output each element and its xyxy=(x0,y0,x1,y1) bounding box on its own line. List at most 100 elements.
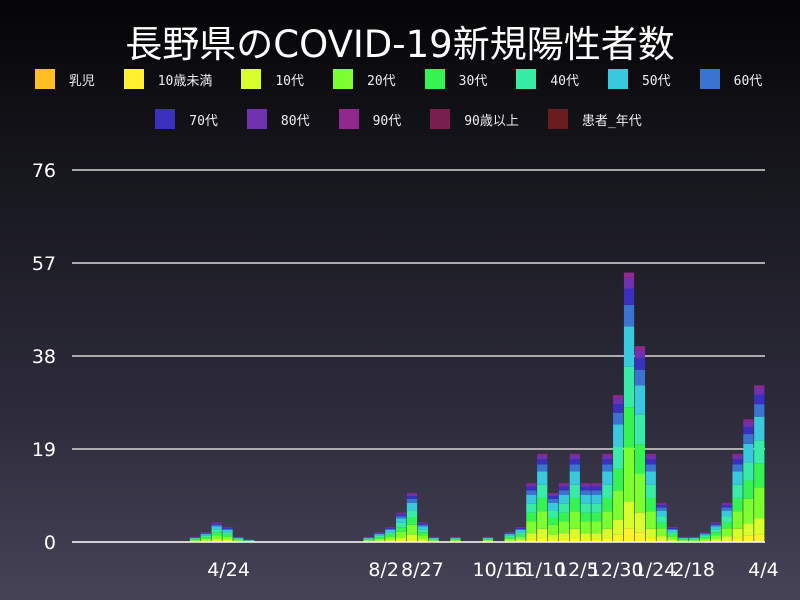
bar-segment xyxy=(558,490,570,496)
bar-segment xyxy=(732,497,743,512)
bar-segment xyxy=(580,521,591,534)
bar-segment xyxy=(678,536,689,538)
bar-segment xyxy=(482,537,494,538)
bar-segment xyxy=(699,538,711,541)
bar-segment xyxy=(547,524,559,535)
bar-segment xyxy=(406,539,418,542)
bar-segment xyxy=(537,484,548,498)
bar-segment xyxy=(396,537,407,541)
bar-segment xyxy=(515,527,526,529)
bar-segment xyxy=(374,537,385,539)
bar-segment xyxy=(623,447,635,502)
bar-segment xyxy=(613,519,624,535)
bar-segment xyxy=(537,453,548,456)
bar-segment xyxy=(591,539,602,542)
legend-item: 80代 xyxy=(246,109,310,129)
bar-segment xyxy=(558,503,570,513)
bar-segment xyxy=(754,440,765,464)
bar-segment xyxy=(699,535,711,538)
bar-segment xyxy=(515,527,526,528)
bar-segment xyxy=(406,534,418,540)
legend-item: 70代 xyxy=(155,109,218,129)
bar-segment xyxy=(656,540,667,542)
bar-segment xyxy=(569,464,580,472)
bar-segment xyxy=(374,538,385,541)
bar-segment xyxy=(406,510,418,518)
bar-segment xyxy=(482,539,494,541)
bar-segment xyxy=(547,517,559,525)
bar-segment xyxy=(678,538,689,540)
legend-label: 乳児 xyxy=(68,73,95,89)
bar-segment xyxy=(699,533,711,535)
bar-segment xyxy=(602,537,613,542)
bar-segment xyxy=(504,538,515,541)
bar-segment xyxy=(710,522,721,524)
bar-segment xyxy=(233,537,244,539)
bar-segment xyxy=(732,537,743,542)
legend-swatch xyxy=(516,69,537,89)
bar-segment xyxy=(732,484,743,498)
bar-segment xyxy=(743,480,754,499)
bar-segment xyxy=(558,521,570,534)
bar-segment xyxy=(211,522,222,523)
legend-row-1: 乳児 10歳未満 10代 20代 30代 40代 50代 60代 xyxy=(0,69,800,89)
bar-segment xyxy=(689,540,700,542)
bar-segment xyxy=(602,455,613,460)
legend-swatch xyxy=(547,109,568,129)
bar-segment xyxy=(743,419,754,422)
bar-segment xyxy=(678,537,689,539)
bar-segment xyxy=(634,385,646,415)
bar-segment xyxy=(602,471,613,485)
bar-segment xyxy=(634,350,646,358)
bar-segment xyxy=(406,494,418,496)
bar-segment xyxy=(743,421,754,427)
bar-segment xyxy=(754,416,765,441)
bar-segment xyxy=(602,453,613,456)
chart-title: 長野県のCOVID-19新規陽性者数 xyxy=(125,23,675,66)
x-tick-label: 8/27 xyxy=(401,559,444,581)
legend-swatch xyxy=(607,69,628,89)
bar-segment xyxy=(189,539,201,541)
bar-segment xyxy=(363,536,374,538)
legend-label: 10歳未満 xyxy=(157,73,213,89)
bar-segment xyxy=(515,534,526,537)
bar-segment xyxy=(656,507,667,511)
bar-segment xyxy=(211,524,222,527)
legend-swatch xyxy=(123,69,144,89)
bar-segment xyxy=(645,459,656,465)
bar-segment xyxy=(504,533,515,535)
bar-segment xyxy=(222,539,233,542)
bar-segment xyxy=(580,486,591,491)
x-tick-label: 12/30 xyxy=(589,559,644,581)
bar-segment xyxy=(537,455,548,460)
bar-segment xyxy=(396,516,407,519)
x-tick-label: 2/18 xyxy=(672,559,715,581)
legend-swatch xyxy=(338,109,359,129)
bar-segment xyxy=(645,497,656,512)
bar-segment xyxy=(754,385,765,389)
bar-segment xyxy=(591,490,602,496)
bar-segment xyxy=(537,537,548,542)
bar-segment xyxy=(656,516,667,523)
bar-segment xyxy=(689,538,700,540)
bar-segment xyxy=(547,494,559,496)
bar-segment xyxy=(363,537,374,539)
bar-segment xyxy=(645,464,656,472)
bar-segment xyxy=(591,533,602,540)
bar-segment xyxy=(526,495,537,504)
bar-segment xyxy=(721,510,732,517)
bar-segment xyxy=(634,532,646,542)
bar-segment xyxy=(244,540,255,541)
bar-segment xyxy=(710,535,721,540)
bar-segment xyxy=(689,537,700,539)
bar-segment xyxy=(613,395,624,399)
bar-segment xyxy=(200,535,211,538)
bar-segment xyxy=(613,398,624,404)
bar-segment xyxy=(569,497,580,512)
bar-segment xyxy=(244,540,255,542)
bar-segment xyxy=(743,462,754,481)
bar-segment xyxy=(417,523,428,525)
bar-segment xyxy=(721,507,732,511)
bar-segment xyxy=(710,539,721,542)
bar-segment xyxy=(678,540,689,542)
